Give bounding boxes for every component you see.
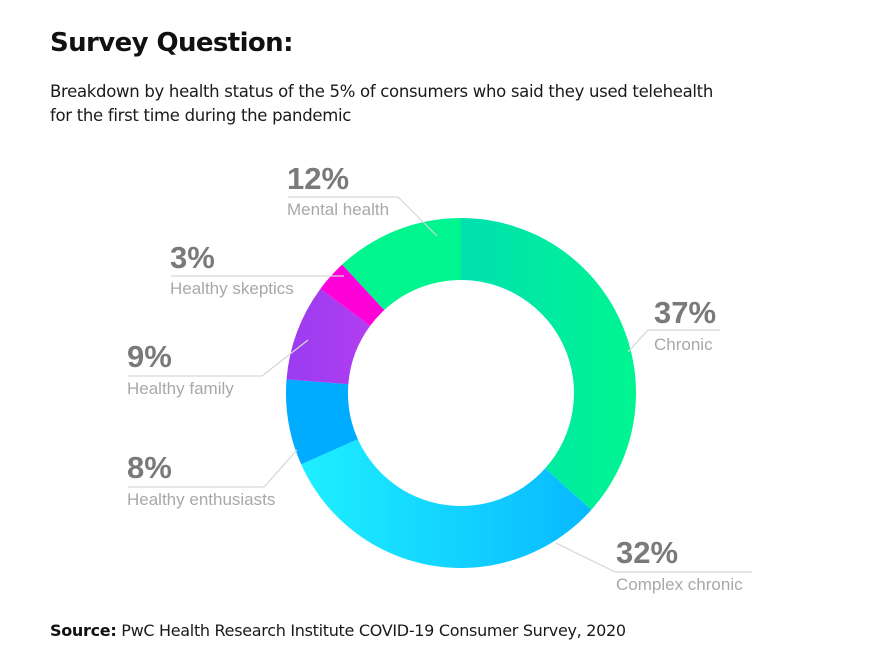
leader-line-healthy-family xyxy=(128,339,309,377)
leader-line-chronic xyxy=(627,329,720,353)
donut-slices xyxy=(286,218,636,568)
donut-slice-healthy-enthusiasts xyxy=(286,379,358,465)
data-label-mental-health-name: Mental health xyxy=(287,200,389,219)
donut-slice-complex-chronic xyxy=(301,439,592,568)
data-label-healthy-skeptics-value: 3% xyxy=(170,240,215,275)
data-label-healthy-family-name: Healthy family xyxy=(127,379,234,398)
label-group-healthy-family: 9% Healthy family xyxy=(127,339,309,398)
source-note: Source: PwC Health Research Institute CO… xyxy=(50,621,626,640)
label-group-complex-chronic: 32% Complex chronic xyxy=(555,535,752,594)
data-label-healthy-enthusiasts-value: 8% xyxy=(127,450,172,485)
source-label: Source: xyxy=(50,621,117,640)
chart-subtitle: Breakdown by health status of the 5% of … xyxy=(50,82,714,125)
data-label-chronic-value: 37% xyxy=(654,295,716,330)
leader-line-healthy-enthusiasts xyxy=(128,449,298,488)
label-group-healthy-enthusiasts: 8% Healthy enthusiasts xyxy=(127,449,298,509)
chart-title: Survey Question: xyxy=(50,28,293,58)
data-label-healthy-family-value: 9% xyxy=(127,339,172,374)
label-group-healthy-skeptics: 3% Healthy skeptics xyxy=(170,240,344,298)
leader-line-mental-health xyxy=(288,196,438,237)
data-label-chronic-name: Chronic xyxy=(654,335,713,354)
donut-labels: 37% Chronic 32% Complex chronic 8% Healt… xyxy=(127,161,752,594)
donut-chart: 37% Chronic 32% Complex chronic 8% Healt… xyxy=(127,161,752,594)
leader-line-complex-chronic xyxy=(555,542,752,573)
data-label-healthy-skeptics-name: Healthy skeptics xyxy=(170,279,294,298)
data-label-mental-health-value: 12% xyxy=(287,161,349,196)
donut-slice-healthy-family xyxy=(286,288,371,385)
source-text: PwC Health Research Institute COVID-19 C… xyxy=(121,621,626,640)
label-group-chronic: 37% Chronic xyxy=(627,295,720,354)
label-group-mental-health: 12% Mental health xyxy=(287,161,438,237)
donut-slice-healthy-skeptics xyxy=(320,264,385,326)
data-label-complex-chronic-value: 32% xyxy=(616,535,678,570)
donut-slice-chronic xyxy=(461,218,636,510)
data-label-healthy-enthusiasts-name: Healthy enthusiasts xyxy=(127,490,275,509)
data-label-complex-chronic-name: Complex chronic xyxy=(616,575,743,594)
donut-slice-mental-health xyxy=(342,218,461,311)
